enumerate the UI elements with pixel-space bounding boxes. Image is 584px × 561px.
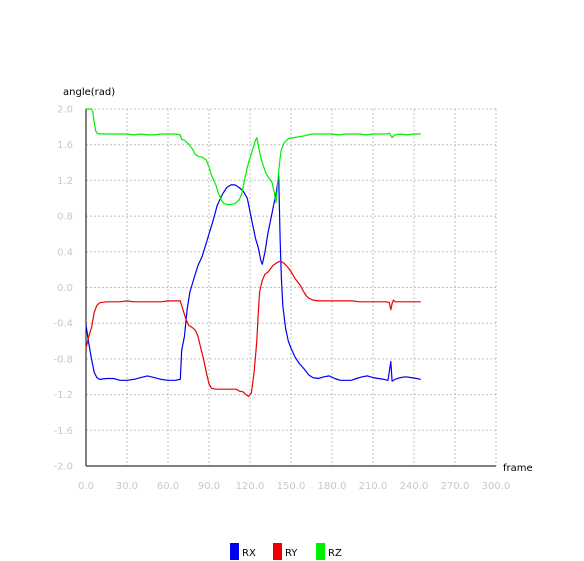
x-axis-label: frame [503, 463, 533, 474]
y-tick-label: 0.4 [57, 247, 73, 258]
legend-label: RZ [328, 548, 342, 559]
legend-item-rz: RZ [316, 543, 342, 560]
x-tick-label: 270.0 [441, 481, 470, 492]
legend-swatch [230, 543, 239, 560]
x-tick-label: 150.0 [277, 481, 306, 492]
y-tick-label: -0.8 [53, 354, 73, 365]
legend-item-ry: RY [273, 543, 298, 560]
y-tick-label: -1.2 [53, 390, 73, 401]
x-tick-label: 120.0 [236, 481, 265, 492]
legend-label: RX [242, 548, 256, 559]
x-tick-label: 90.0 [198, 481, 220, 492]
legend-label: RY [285, 548, 298, 559]
y-tick-label: -0.4 [53, 319, 73, 330]
y-tick-label: 1.2 [57, 176, 73, 187]
grid-lines [86, 108, 497, 466]
legend-item-rx: RX [230, 543, 256, 560]
legend-swatch [273, 543, 282, 560]
series-line-rz [86, 108, 421, 206]
chart-axes [85, 109, 496, 467]
x-tick-label: 0.0 [78, 481, 94, 492]
legend-swatch [316, 543, 325, 560]
x-tick-label: 210.0 [359, 481, 388, 492]
series-lines [85, 108, 421, 397]
y-tick-label: 0.0 [57, 283, 73, 294]
y-tick-label: 2.0 [57, 105, 73, 116]
x-tick-label: 30.0 [116, 481, 138, 492]
y-tick-label: 0.8 [57, 212, 73, 223]
x-tick-label: 180.0 [318, 481, 347, 492]
series-line-rx [85, 175, 421, 382]
series-line-ry [85, 261, 421, 397]
x-tick-label: 60.0 [157, 481, 179, 492]
y-tick-label: -1.6 [53, 426, 73, 437]
x-tick-label: 240.0 [400, 481, 429, 492]
x-tick-label: 300.0 [482, 481, 511, 492]
y-tick-label: 1.6 [57, 140, 73, 151]
tick-labels: 0.0 30.0 60.0 90.0 120.0 150.0 180.0 210.0 240.0… [53, 105, 510, 493]
y-tick-label: -2.0 [53, 462, 73, 473]
y-axis-label: angle(rad) [63, 87, 115, 98]
legend: RX RY RZ [230, 543, 342, 560]
